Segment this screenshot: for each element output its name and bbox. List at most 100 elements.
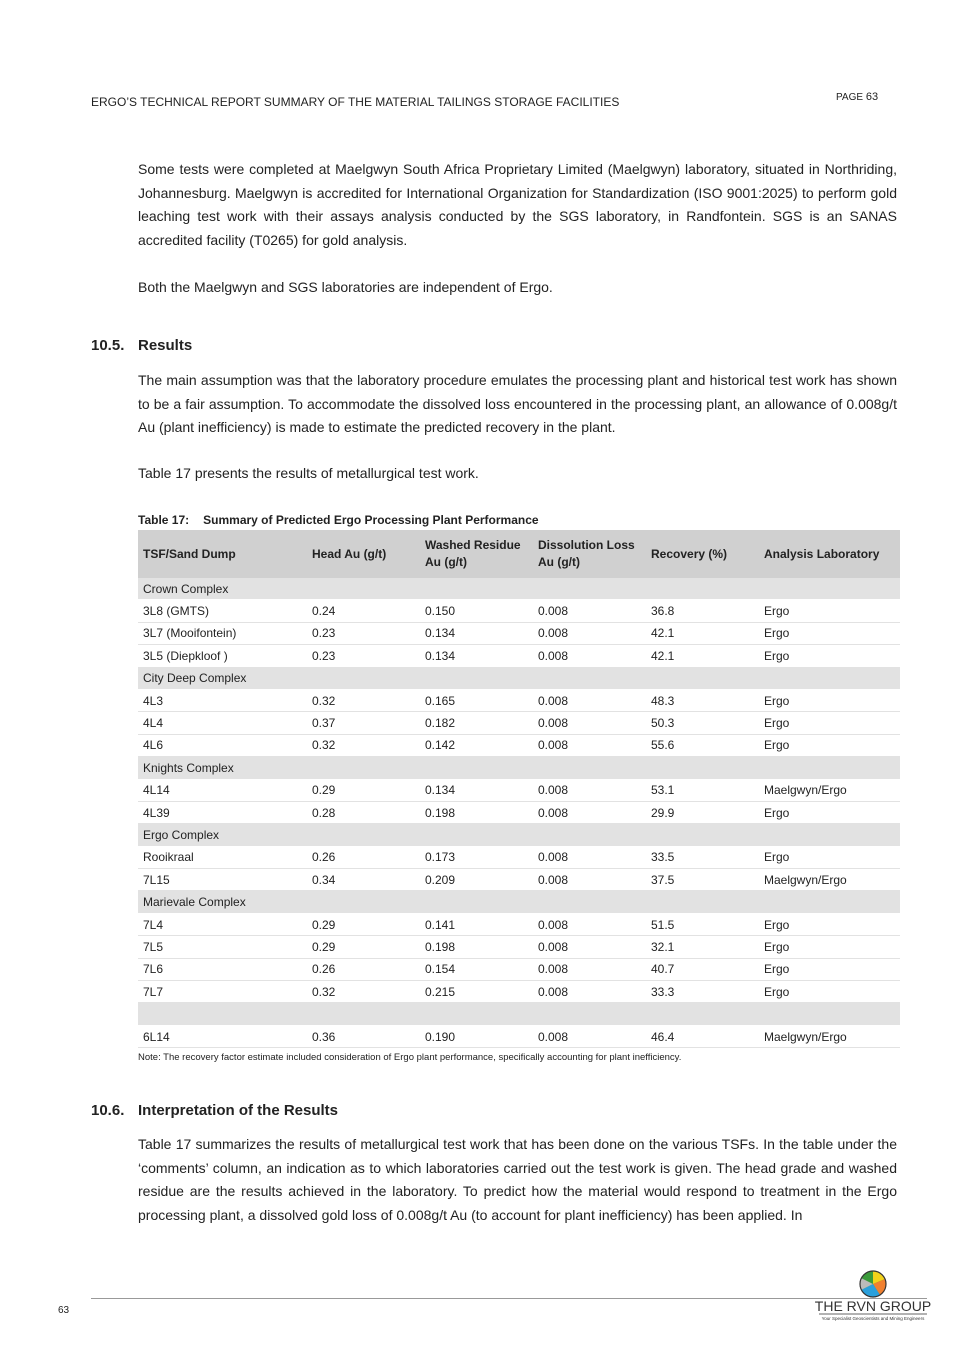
table-caption: Table 17: Summary of Predicted Ergo Proce… bbox=[138, 513, 539, 527]
table-row: 7L5 0.29 0.198 0.008 32.1 Ergo bbox=[138, 935, 900, 959]
table-cell: 0.008 bbox=[533, 779, 646, 802]
table-cell: 0.23 bbox=[307, 622, 420, 646]
table-cell: 0.008 bbox=[533, 935, 646, 959]
table-cell: 0.008 bbox=[533, 980, 646, 1004]
table-note: Note: The recovery factor estimate inclu… bbox=[138, 1052, 682, 1063]
table-cell: 0.37 bbox=[307, 711, 420, 735]
page-label: PAGE bbox=[836, 92, 864, 103]
group-row: Ergo Complex bbox=[138, 823, 900, 847]
table-cell: 0.008 bbox=[533, 711, 646, 735]
table-cell: Ergo bbox=[759, 958, 900, 982]
column-header: Head Au (g/t) bbox=[307, 530, 420, 578]
table-row: 4L39 0.28 0.198 0.008 29.9 Ergo bbox=[138, 801, 900, 825]
group-row bbox=[138, 1002, 900, 1026]
table-cell: 6L14 bbox=[138, 1025, 307, 1049]
table-cell: 0.32 bbox=[307, 734, 420, 758]
table-row: 6L14 0.36 0.190 0.008 46.4 Maelgwyn/Ergo bbox=[138, 1025, 900, 1049]
table-cell: 0.23 bbox=[307, 644, 420, 668]
section-heading: 10.6. Interpretation of the Results bbox=[91, 1102, 338, 1119]
table-cell: 0.142 bbox=[420, 734, 533, 758]
table-cell: 7L7 bbox=[138, 980, 307, 1004]
group-label: Marievale Complex bbox=[138, 890, 900, 914]
table-cell: 7L6 bbox=[138, 958, 307, 982]
table-cell: 3L5 (Diepkloof ) bbox=[138, 644, 307, 668]
table-cell: 0.008 bbox=[533, 868, 646, 892]
table-cell: 33.5 bbox=[646, 846, 759, 870]
table-cell: 0.134 bbox=[420, 779, 533, 802]
paragraph: The main assumption was that the laborat… bbox=[138, 372, 897, 435]
table-row: 4L6 0.32 0.142 0.008 55.6 Ergo bbox=[138, 734, 900, 758]
section-number: 10.6. bbox=[91, 1102, 125, 1119]
table-row: 4L4 0.37 0.182 0.008 50.3 Ergo bbox=[138, 711, 900, 735]
table-cell: Ergo bbox=[759, 689, 900, 713]
table-cell: 0.008 bbox=[533, 689, 646, 713]
table-cell: 0.008 bbox=[533, 1025, 646, 1049]
header-page-number: PAGE 63 bbox=[836, 91, 878, 103]
table-row: 7L15 0.34 0.209 0.008 37.5 Maelgwyn/Ergo bbox=[138, 868, 900, 892]
svg-text:Your Specialist Geoscientists: Your Specialist Geoscientists and Mining… bbox=[822, 1316, 925, 1321]
paragraph: Table 17 summarizes the results of metal… bbox=[138, 1136, 897, 1223]
caption-text: Summary of Predicted Ergo Processing Pla… bbox=[203, 513, 539, 527]
paragraph: Some tests were completed at Maelgwyn So… bbox=[138, 161, 897, 248]
table-cell: 0.165 bbox=[420, 689, 533, 713]
running-header: ERGO’S TECHNICAL REPORT SUMMARY OF THE M… bbox=[91, 95, 620, 109]
table-cell: 0.190 bbox=[420, 1025, 533, 1049]
table-cell: Ergo bbox=[759, 622, 900, 646]
table-cell: 0.008 bbox=[533, 801, 646, 825]
group-label: Knights Complex bbox=[138, 756, 900, 780]
table-cell: 37.5 bbox=[646, 868, 759, 892]
section-number: 10.5. bbox=[91, 337, 125, 354]
table-cell: Ergo bbox=[759, 711, 900, 735]
table-cell: 29.9 bbox=[646, 801, 759, 825]
table-cell: Ergo bbox=[759, 913, 900, 937]
table-cell: Ergo bbox=[759, 846, 900, 870]
table-cell: 0.182 bbox=[420, 711, 533, 735]
section-title: Results bbox=[138, 337, 193, 354]
table-cell: 7L5 bbox=[138, 935, 307, 959]
results-table: TSF/Sand Dump Head Au (g/t) Washed Residue… bbox=[138, 530, 900, 1049]
table-cell: 0.36 bbox=[307, 1025, 420, 1049]
table-cell: 4L3 bbox=[138, 689, 307, 713]
table-cell: 0.173 bbox=[420, 846, 533, 870]
group-label: Ergo Complex bbox=[138, 823, 900, 847]
table-cell: Rooikraal bbox=[138, 846, 307, 870]
table-cell: 0.008 bbox=[533, 958, 646, 982]
page-number: 63 bbox=[865, 91, 879, 103]
table-cell: 4L14 bbox=[138, 779, 307, 802]
table-cell: 0.198 bbox=[420, 801, 533, 825]
table-cell: 40.7 bbox=[646, 958, 759, 982]
table-cell: Maelgwyn/Ergo bbox=[759, 1025, 900, 1049]
table-cell: 0.29 bbox=[307, 935, 420, 959]
section-title: Interpretation of the Results bbox=[138, 1102, 339, 1119]
group-row: Crown Complex bbox=[138, 578, 900, 601]
table-cell: 55.6 bbox=[646, 734, 759, 758]
group-row: Marievale Complex bbox=[138, 890, 900, 914]
table-row: 7L4 0.29 0.141 0.008 51.5 Ergo bbox=[138, 913, 900, 937]
table-cell: 46.4 bbox=[646, 1025, 759, 1049]
table-cell: 51.5 bbox=[646, 913, 759, 937]
table-cell: 0.215 bbox=[420, 980, 533, 1004]
table-cell: 0.32 bbox=[307, 689, 420, 713]
table-cell: 0.209 bbox=[420, 868, 533, 892]
table-cell: 0.24 bbox=[307, 599, 420, 623]
table-row: 7L6 0.26 0.154 0.008 40.7 Ergo bbox=[138, 958, 900, 982]
table-cell: 0.29 bbox=[307, 779, 420, 802]
table-cell: 0.28 bbox=[307, 801, 420, 825]
table-cell: Ergo bbox=[759, 734, 900, 758]
table-cell: Ergo bbox=[759, 599, 900, 623]
paragraph: Table 17 presents the results of metallu… bbox=[138, 465, 479, 481]
table-cell: 3L8 (GMTS) bbox=[138, 599, 307, 623]
table-cell: Maelgwyn/Ergo bbox=[759, 868, 900, 892]
table-cell: 53.1 bbox=[646, 779, 759, 802]
table-cell: 4L6 bbox=[138, 734, 307, 758]
table-row: 4L14 0.29 0.134 0.008 53.1 Maelgwyn/Ergo bbox=[138, 779, 900, 802]
table-cell: 0.008 bbox=[533, 644, 646, 668]
table-row: 3L8 (GMTS) 0.24 0.150 0.008 36.8 Ergo bbox=[138, 599, 900, 623]
table-cell: 32.1 bbox=[646, 935, 759, 959]
table-cell: 0.150 bbox=[420, 599, 533, 623]
table-cell: 48.3 bbox=[646, 689, 759, 713]
footer-page-number: 63 bbox=[58, 1305, 70, 1316]
table-cell: 0.134 bbox=[420, 644, 533, 668]
table-cell: 0.198 bbox=[420, 935, 533, 959]
table-cell: 42.1 bbox=[646, 644, 759, 668]
